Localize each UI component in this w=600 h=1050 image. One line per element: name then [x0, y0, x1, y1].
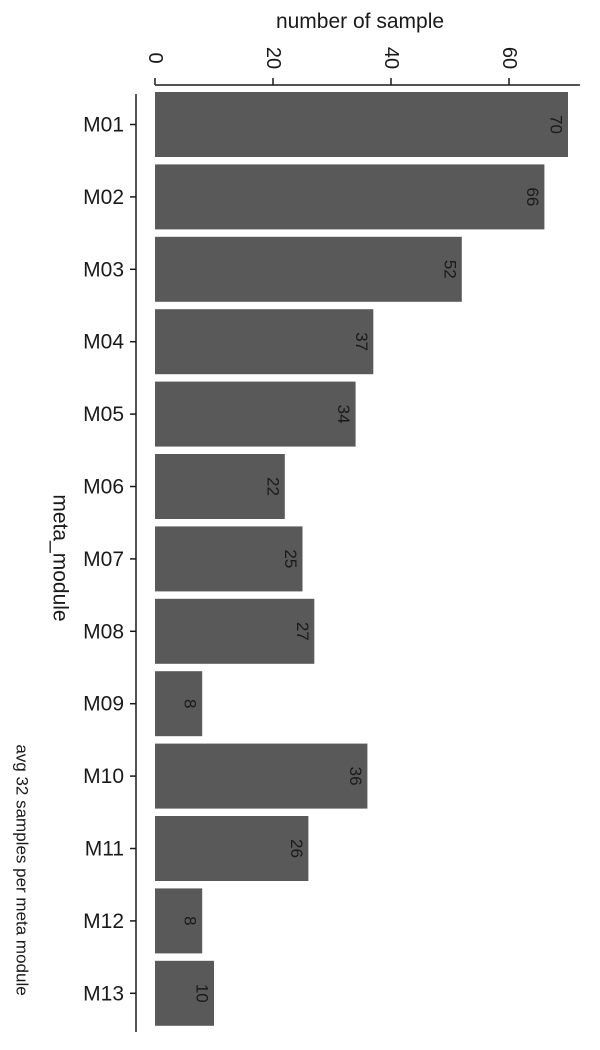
value-label: 26 [287, 839, 306, 858]
bar-m08 [155, 598, 315, 664]
y-tick-label: M02 [83, 186, 124, 209]
value-label: 37 [352, 332, 371, 351]
y-tick-label: M06 [83, 476, 124, 499]
x-tick-label: 0 [144, 52, 166, 63]
y-tick-label: M13 [83, 982, 124, 1005]
x-ticks-group: 0 20 40 60 [144, 47, 520, 85]
chart-caption: avg 32 samples per meta module [13, 744, 32, 995]
bar-m10 [155, 743, 368, 809]
bar-m13 [155, 960, 214, 1026]
value-label: 34 [334, 405, 353, 424]
y-axis-title: meta_module [49, 494, 72, 621]
value-label: 52 [440, 260, 459, 279]
x-tick-label: 60 [498, 47, 520, 69]
bar-m05 [155, 381, 356, 447]
value-label: 22 [263, 477, 282, 496]
x-tick-label: 20 [262, 47, 284, 69]
y-tick-label: M07 [83, 548, 124, 571]
bar-m06 [155, 454, 285, 519]
y-tick-label: M01 [83, 114, 124, 137]
value-label: 8 [181, 699, 200, 708]
y-tick-label: M08 [83, 620, 124, 643]
y-tick-label: M03 [83, 258, 124, 281]
y-tick-label: M05 [83, 403, 124, 426]
bars-group [155, 92, 568, 1026]
bar-m03 [155, 236, 462, 302]
bar-m04 [155, 309, 374, 375]
bar-m12 [155, 888, 203, 954]
bar-m01 [155, 92, 568, 157]
y-tick-label: M12 [83, 910, 124, 933]
y-tick-label: M04 [83, 331, 124, 354]
x-tick-label: 40 [380, 47, 402, 69]
value-label: 25 [281, 549, 300, 568]
value-label: 36 [346, 767, 365, 786]
value-label: 27 [293, 622, 312, 641]
bar-m09 [155, 671, 203, 737]
y-ticks-group: M01 M02 M03 M04 M05 M06 M07 M08 M09 M10 M11 M12 M13 [83, 114, 136, 1005]
value-labels-group: 70 66 52 37 34 22 25 27 8 36 26 8 10 [181, 115, 566, 1003]
bar-m07 [155, 526, 303, 592]
x-axis-title: number of sample [276, 10, 444, 33]
y-tick-label: M11 [85, 838, 124, 861]
value-label: 10 [193, 984, 212, 1003]
bar-m02 [155, 164, 545, 230]
bar-m11 [155, 816, 309, 881]
y-tick-label: M09 [83, 693, 124, 716]
value-label: 70 [547, 115, 566, 134]
value-label: 66 [523, 187, 542, 206]
value-label: 8 [181, 916, 200, 925]
y-tick-label: M10 [83, 765, 124, 788]
